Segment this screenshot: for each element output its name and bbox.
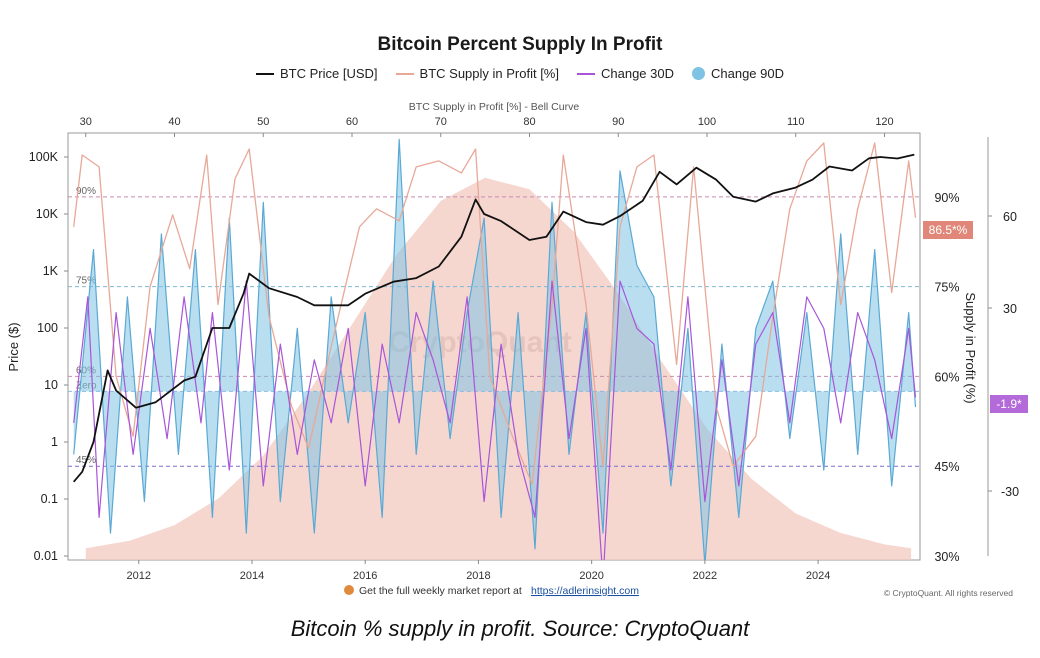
left-tick-label: 10 (44, 378, 58, 392)
left-axis-label: Price ($) (6, 322, 21, 371)
top-tick-label: 40 (168, 116, 180, 128)
change-badge-text: -1.9* (996, 397, 1022, 411)
bottom-tick-label: 2018 (466, 570, 490, 582)
top-tick-label: 100 (698, 116, 716, 128)
top-axis: 30 40 50 60 70 80 90 100 110 120 (80, 116, 894, 137)
bottom-tick-label: 2016 (353, 570, 377, 582)
top-tick-label: 110 (787, 116, 805, 128)
legend-label-change90: Change 90D (710, 66, 784, 81)
left-tick-label: 100K (29, 150, 59, 164)
price-line (73, 153, 915, 483)
bottom-axis: 2012 2014 2016 2018 2020 2022 2024 (127, 560, 830, 582)
supply-badge: 86.5*% (923, 221, 973, 239)
figure-caption: Bitcoin % supply in profit. Source: Cryp… (290, 616, 750, 641)
price-swatch (256, 72, 275, 75)
top-axis-label: BTC Supply in Profit [%] - Bell Curve (409, 101, 580, 113)
top-tick-label: 80 (523, 116, 535, 128)
promo-link[interactable]: https://adlerinsight.com (531, 585, 639, 597)
chart-canvas: BTC Supply in Profit [%] - Bell Curve 30… (6, 101, 1028, 598)
series-layer (73, 138, 917, 560)
bottom-tick-label: 2012 (127, 570, 151, 582)
supply-badge-text: 86.5*% (929, 223, 968, 237)
left-tick-label: 100 (37, 321, 58, 335)
supply-badge-bg (923, 221, 973, 239)
supply-swatch (395, 72, 414, 75)
legend-label-supply: BTC Supply in Profit [%] (419, 66, 559, 81)
right-tick-label: 60% (934, 370, 959, 384)
top-tick-label: 70 (435, 116, 447, 128)
right-tick-label: 75% (934, 281, 959, 295)
legend-item-supply[interactable]: BTC Supply in Profit [%] (395, 66, 559, 81)
top-tick-label: 50 (257, 116, 269, 128)
legend-item-price[interactable]: BTC Price [USD] (256, 66, 378, 81)
top-tick-label: 90 (612, 116, 624, 128)
left-tick-label: 10K (36, 207, 59, 221)
legend-item-change30[interactable]: Change 30D (576, 66, 674, 81)
left-tick-label: 1 (51, 435, 58, 449)
bottom-tick-label: 2024 (806, 570, 830, 582)
right-axis-supply: 90% 75% 60% 45% 30% (934, 191, 959, 564)
footer: Get the full weekly market report at htt… (344, 585, 1013, 598)
top-tick-label: 60 (346, 116, 358, 128)
right-tick-label: 90% (934, 191, 959, 205)
legend-label-price: BTC Price [USD] (280, 66, 378, 81)
left-axis: 100K 10K 1K 100 10 1 0.1 0.01 (29, 150, 68, 563)
change90-area (73, 139, 916, 560)
chart-title: Bitcoin Percent Supply In Profit (377, 34, 663, 55)
change-tick-label: 60 (1003, 210, 1017, 224)
change30-line (73, 280, 917, 560)
reference-line-label: 90% (76, 186, 96, 197)
change-tick-label: -30 (1001, 485, 1019, 499)
change-badge-bg (990, 395, 1028, 413)
change-badge: -1.9* (990, 395, 1028, 413)
change-tick-label: 30 (1003, 302, 1017, 316)
change30-swatch (576, 72, 595, 75)
right-axis-change: 60 30 -30 (988, 210, 1019, 499)
left-tick-label: 0.1 (41, 492, 58, 506)
reference-line-label: 75% (76, 276, 96, 287)
bottom-tick-label: 2022 (693, 570, 717, 582)
bottom-tick-label: 2020 (579, 570, 603, 582)
report-icon (344, 585, 354, 595)
left-tick-label: 1K (43, 264, 59, 278)
legend: BTC Price [USD] BTC Supply in Profit [%]… (0, 66, 1040, 81)
bottom-tick-label: 2014 (240, 570, 264, 582)
promo-text: Get the full weekly market report at (359, 585, 522, 597)
supply-line (73, 142, 917, 485)
right-tick-label: 30% (934, 550, 959, 564)
legend-label-change30: Change 30D (600, 66, 674, 81)
copyright: © CryptoQuant. All rights reserved (884, 588, 1013, 598)
left-tick-label: 0.01 (34, 549, 58, 563)
right-tick-label: 45% (934, 460, 959, 474)
change90-swatch (691, 67, 705, 80)
top-tick-label: 30 (80, 116, 92, 128)
right-axis-label: Supply in Profit (%) (963, 292, 978, 403)
top-tick-label: 120 (875, 116, 893, 128)
legend-item-change90[interactable]: Change 90D (691, 66, 784, 81)
